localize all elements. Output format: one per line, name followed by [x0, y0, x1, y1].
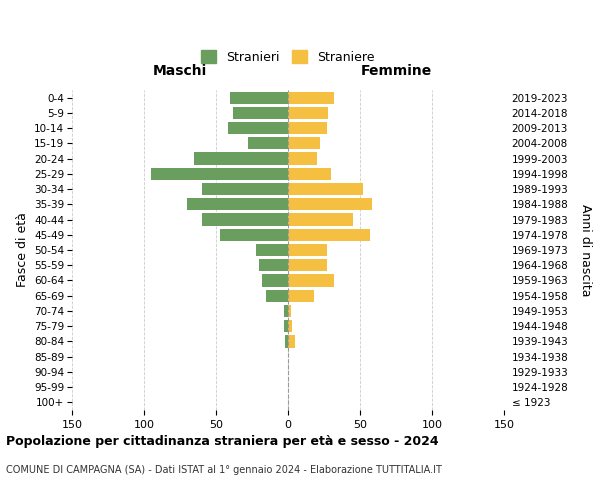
- Bar: [285, 336, 288, 347]
- Bar: [256, 244, 288, 256]
- Bar: [288, 92, 334, 104]
- Bar: [288, 305, 291, 317]
- Bar: [288, 168, 331, 180]
- Text: Maschi: Maschi: [153, 64, 207, 78]
- Bar: [288, 152, 317, 164]
- Text: COMUNE DI CAMPAGNA (SA) - Dati ISTAT al 1° gennaio 2024 - Elaborazione TUTTITALI: COMUNE DI CAMPAGNA (SA) - Dati ISTAT al …: [6, 465, 442, 475]
- Bar: [288, 214, 353, 226]
- Bar: [284, 320, 288, 332]
- Bar: [266, 290, 288, 302]
- Bar: [288, 320, 292, 332]
- Bar: [262, 274, 288, 286]
- Bar: [233, 107, 288, 119]
- Bar: [288, 259, 327, 272]
- Y-axis label: Anni di nascita: Anni di nascita: [580, 204, 593, 296]
- Text: Popolazione per cittadinanza straniera per età e sesso - 2024: Popolazione per cittadinanza straniera p…: [6, 435, 439, 448]
- Bar: [288, 107, 328, 119]
- Legend: Stranieri, Straniere: Stranieri, Straniere: [196, 45, 380, 68]
- Bar: [288, 122, 327, 134]
- Bar: [288, 183, 363, 195]
- Bar: [284, 305, 288, 317]
- Bar: [288, 137, 320, 149]
- Bar: [288, 336, 295, 347]
- Bar: [230, 92, 288, 104]
- Bar: [227, 122, 288, 134]
- Bar: [202, 183, 288, 195]
- Bar: [151, 168, 288, 180]
- Bar: [248, 137, 288, 149]
- Bar: [288, 198, 371, 210]
- Bar: [202, 214, 288, 226]
- Bar: [259, 259, 288, 272]
- Bar: [288, 290, 314, 302]
- Bar: [288, 274, 334, 286]
- Y-axis label: Fasce di età: Fasce di età: [16, 212, 29, 288]
- Bar: [220, 228, 288, 241]
- Bar: [187, 198, 288, 210]
- Bar: [288, 244, 327, 256]
- Text: Femmine: Femmine: [361, 64, 431, 78]
- Bar: [288, 228, 370, 241]
- Bar: [194, 152, 288, 164]
